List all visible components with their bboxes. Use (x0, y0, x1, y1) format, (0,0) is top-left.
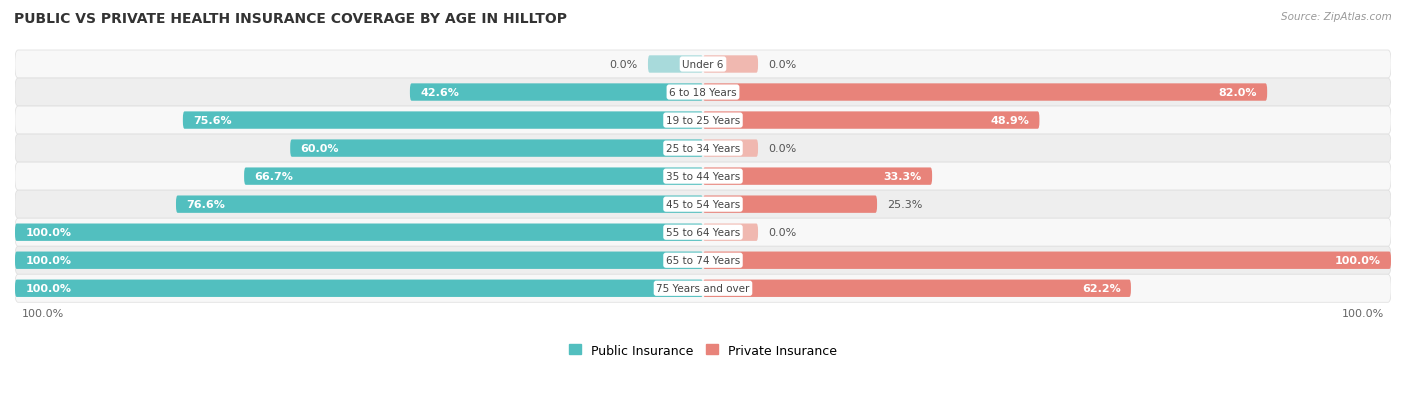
FancyBboxPatch shape (15, 191, 1391, 218)
Text: 55 to 64 Years: 55 to 64 Years (666, 228, 740, 237)
Text: 60.0%: 60.0% (301, 144, 339, 154)
FancyBboxPatch shape (703, 168, 932, 185)
Text: 100.0%: 100.0% (25, 228, 72, 237)
Text: 25.3%: 25.3% (887, 199, 922, 210)
Text: 19 to 25 Years: 19 to 25 Years (666, 116, 740, 126)
Text: 42.6%: 42.6% (420, 88, 460, 98)
Text: 100.0%: 100.0% (22, 309, 65, 319)
Text: 25 to 34 Years: 25 to 34 Years (666, 144, 740, 154)
Text: 76.6%: 76.6% (187, 199, 225, 210)
FancyBboxPatch shape (15, 280, 703, 297)
FancyBboxPatch shape (290, 140, 703, 157)
FancyBboxPatch shape (703, 196, 877, 214)
FancyBboxPatch shape (703, 280, 1130, 297)
FancyBboxPatch shape (703, 224, 758, 241)
FancyBboxPatch shape (15, 275, 1391, 303)
Text: Under 6: Under 6 (682, 60, 724, 70)
FancyBboxPatch shape (15, 218, 1391, 247)
FancyBboxPatch shape (703, 140, 758, 157)
Text: 75.6%: 75.6% (193, 116, 232, 126)
Text: 6 to 18 Years: 6 to 18 Years (669, 88, 737, 98)
FancyBboxPatch shape (703, 56, 758, 74)
FancyBboxPatch shape (15, 107, 1391, 135)
FancyBboxPatch shape (15, 163, 1391, 191)
FancyBboxPatch shape (15, 79, 1391, 107)
Legend: Public Insurance, Private Insurance: Public Insurance, Private Insurance (564, 339, 842, 362)
Text: 100.0%: 100.0% (1341, 309, 1384, 319)
Text: 45 to 54 Years: 45 to 54 Years (666, 199, 740, 210)
FancyBboxPatch shape (703, 84, 1267, 102)
FancyBboxPatch shape (183, 112, 703, 129)
FancyBboxPatch shape (703, 112, 1039, 129)
Text: 35 to 44 Years: 35 to 44 Years (666, 172, 740, 182)
FancyBboxPatch shape (176, 196, 703, 214)
Text: PUBLIC VS PRIVATE HEALTH INSURANCE COVERAGE BY AGE IN HILLTOP: PUBLIC VS PRIVATE HEALTH INSURANCE COVER… (14, 12, 567, 26)
FancyBboxPatch shape (245, 168, 703, 185)
FancyBboxPatch shape (648, 56, 703, 74)
Text: 82.0%: 82.0% (1219, 88, 1257, 98)
Text: 0.0%: 0.0% (768, 144, 797, 154)
Text: 0.0%: 0.0% (768, 60, 797, 70)
FancyBboxPatch shape (15, 51, 1391, 79)
FancyBboxPatch shape (15, 135, 1391, 163)
Text: Source: ZipAtlas.com: Source: ZipAtlas.com (1281, 12, 1392, 22)
Text: 100.0%: 100.0% (25, 284, 72, 294)
FancyBboxPatch shape (411, 84, 703, 102)
FancyBboxPatch shape (15, 247, 1391, 275)
Text: 100.0%: 100.0% (25, 256, 72, 266)
Text: 100.0%: 100.0% (1334, 256, 1381, 266)
Text: 33.3%: 33.3% (883, 172, 922, 182)
Text: 48.9%: 48.9% (990, 116, 1029, 126)
Text: 66.7%: 66.7% (254, 172, 294, 182)
Text: 75 Years and over: 75 Years and over (657, 284, 749, 294)
Text: 0.0%: 0.0% (768, 228, 797, 237)
FancyBboxPatch shape (15, 252, 703, 269)
FancyBboxPatch shape (15, 224, 703, 241)
Text: 65 to 74 Years: 65 to 74 Years (666, 256, 740, 266)
Text: 62.2%: 62.2% (1081, 284, 1121, 294)
FancyBboxPatch shape (703, 252, 1391, 269)
Text: 0.0%: 0.0% (609, 60, 638, 70)
